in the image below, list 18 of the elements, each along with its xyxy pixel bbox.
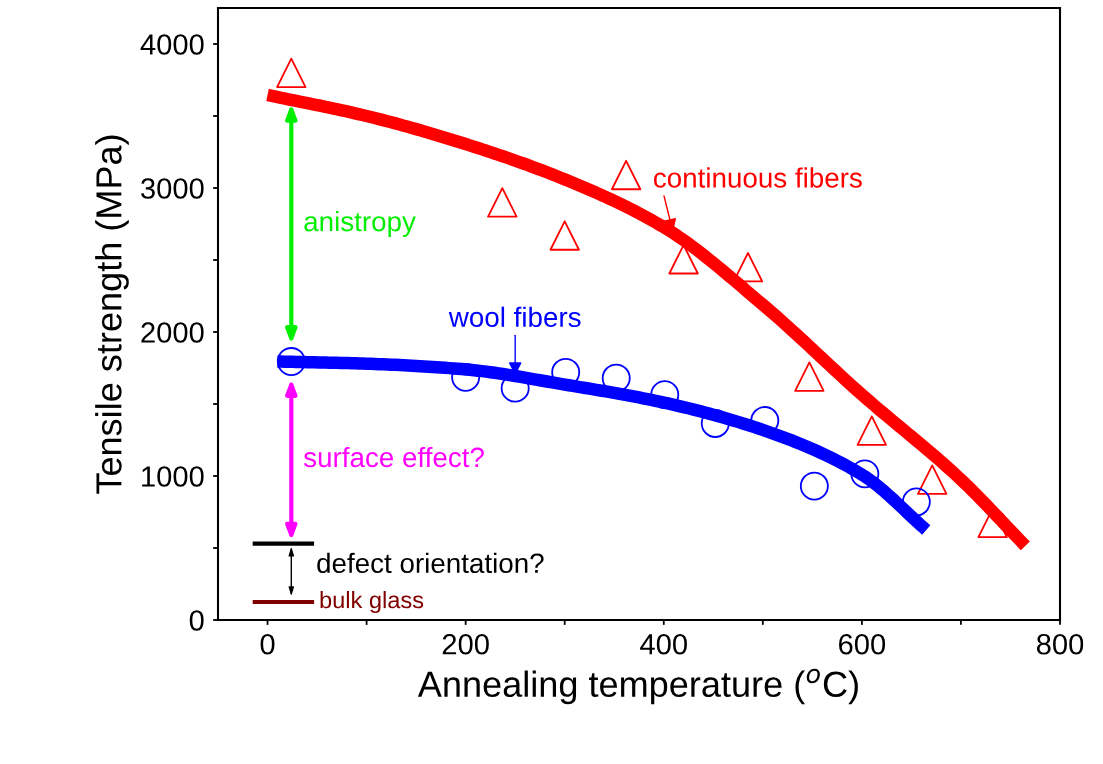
x-tick-label: 400 [640, 633, 687, 655]
y-tick-label: 0 [189, 610, 204, 631]
y-tick-label: 4000 [140, 34, 204, 55]
series-label: wool fibers [448, 306, 581, 328]
y-tick-label: 1000 [142, 466, 204, 487]
x-tick-label: 0 [260, 633, 275, 655]
x-tick-label: 600 [839, 633, 886, 655]
y-axis-title: Tensile strength (MPa) [95, 135, 129, 494]
annotation: surface effect? [303, 446, 484, 468]
x-tick-label: 800 [1036, 633, 1084, 655]
x-tick-label: 200 [442, 633, 489, 655]
series-label: bulk glass [320, 590, 424, 613]
x-axis-title: Annealing temperature ($^{o}$C) [417, 668, 858, 705]
series-label: continuous fibers [654, 167, 862, 188]
y-tick-label: 3000 [141, 178, 204, 199]
annotation: defect orientation? [317, 552, 544, 574]
annotation: anistropy [304, 210, 416, 237]
y-tick-label: 2000 [141, 322, 204, 343]
